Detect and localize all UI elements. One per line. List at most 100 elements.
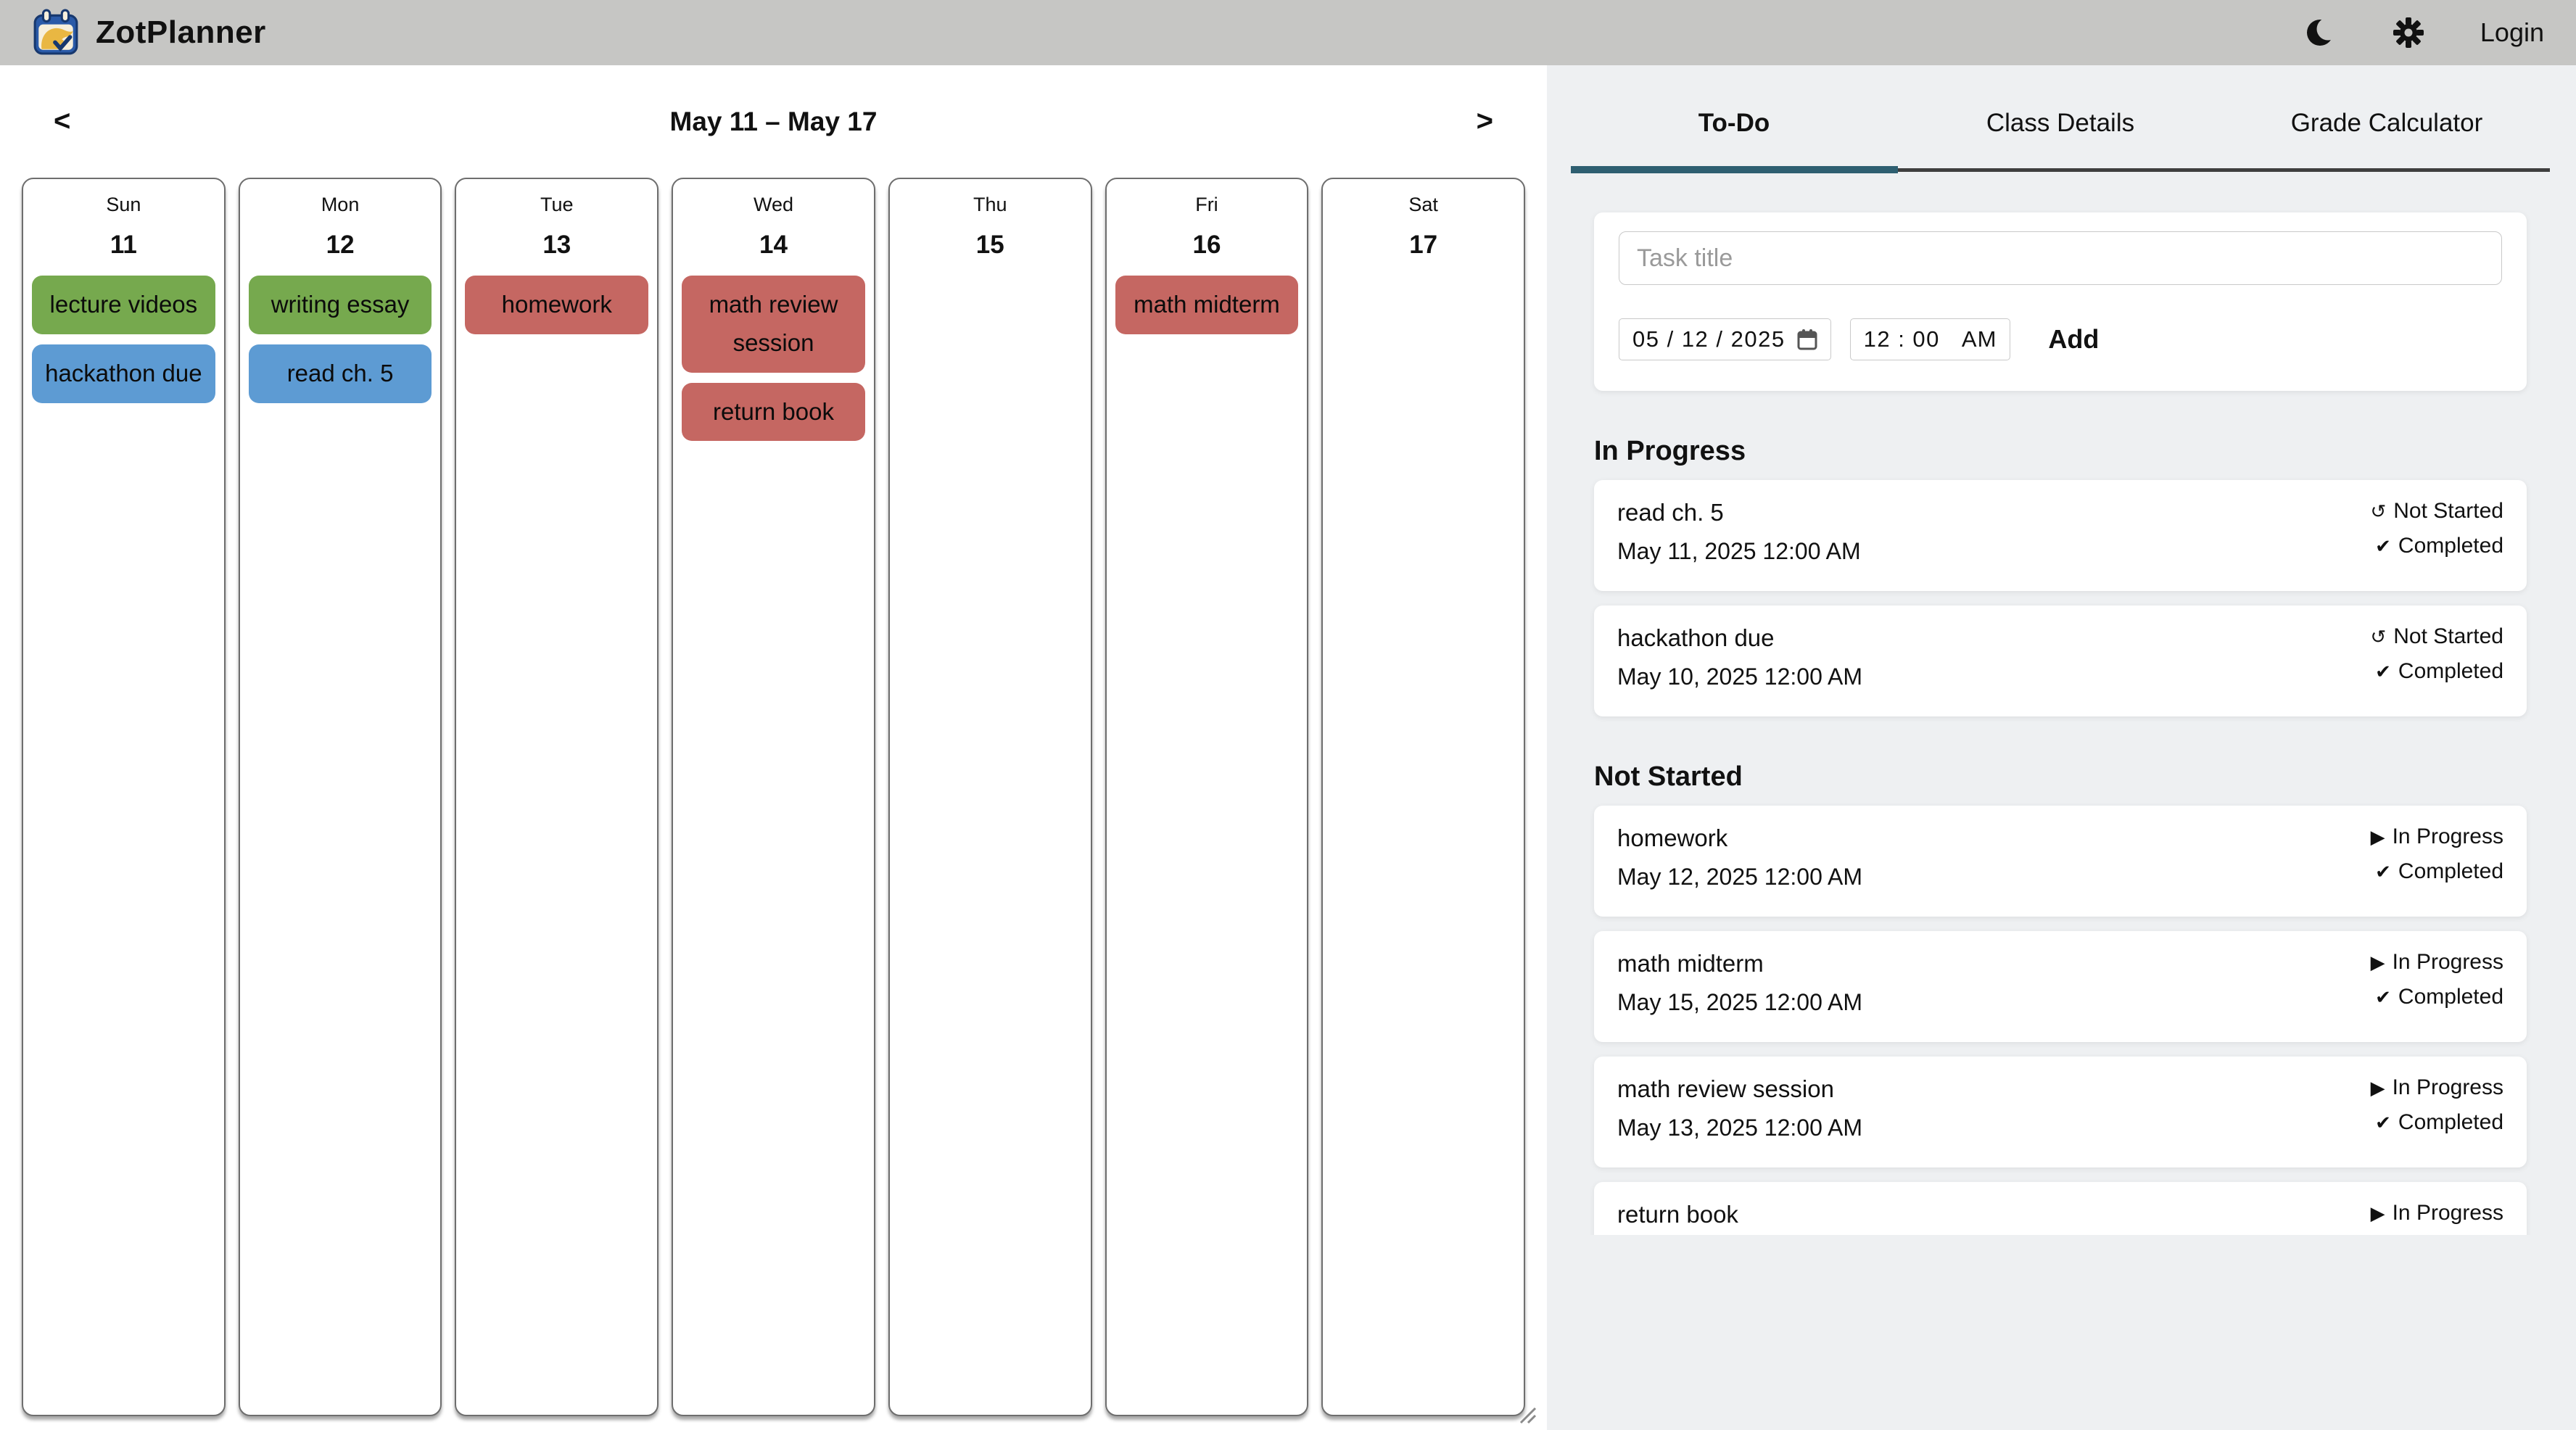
check-icon: ✔ [2375,985,2391,1008]
day-number: 11 [110,231,137,259]
day-name: Sun [106,194,141,215]
task-due-date: May 15, 2025 12:00 AM [1617,989,1862,1015]
task-card: return book ▶ In Progress [1594,1182,2527,1235]
day-name: Sat [1408,194,1438,215]
set-status-not-started-button[interactable]: ↺ Not Started [2370,499,2503,524]
set-status-completed-button[interactable]: ✔ Completed [2375,1110,2503,1135]
calendar-event[interactable]: homework [465,276,649,334]
status-label: In Progress [2392,824,2503,848]
settings-button[interactable] [2392,16,2425,49]
status-label: In Progress [2392,1075,2503,1099]
day-number: 12 [326,231,355,259]
time-value: 12 : 00 [1863,326,1940,352]
task-title: hackathon due [1617,624,1775,651]
set-status-in-progress-button[interactable]: ▶ In Progress [2371,1075,2503,1100]
todo-scroll-area[interactable]: 05 / 12 / 2025 12 : 00 AM Add [1571,172,2550,1235]
meridiem-value: AM [1961,326,1997,352]
task-due-date: May 10, 2025 12:00 AM [1617,664,1862,690]
day-name: Mon [321,194,360,215]
set-status-completed-button[interactable]: ✔ Completed [2375,659,2503,684]
day-number: 14 [759,231,788,259]
set-status-completed-button[interactable]: ✔ Completed [2375,859,2503,884]
task-card: homework May 12, 2025 12:00 AM ▶ In Progres… [1594,806,2527,917]
tab-grade-calculator[interactable]: Grade Calculator [2224,109,2550,138]
week-title: May 11 – May 17 [669,106,878,136]
status-label: In Progress [2392,950,2503,974]
check-icon: ✔ [2375,534,2391,557]
day-name: Thu [973,194,1007,215]
status-label: Completed [2398,534,2503,558]
calendar-event[interactable]: math review session [682,276,865,373]
calendar-event[interactable]: read ch. 5 [248,344,432,403]
set-status-completed-button[interactable]: ✔ Completed [2375,534,2503,558]
calendar-event[interactable]: lecture videos [32,276,215,334]
due-date-input[interactable]: 05 / 12 / 2025 [1619,318,1831,360]
check-icon: ✔ [2375,1111,2391,1133]
status-label: Not Started [2393,624,2503,648]
status-label: Completed [2398,859,2503,883]
calendar-event[interactable]: hackathon due [32,344,215,403]
resize-handle-icon[interactable] [1515,1402,1537,1424]
check-icon: ✔ [2375,860,2391,883]
task-due-date: May 13, 2025 12:00 AM [1617,1115,1862,1141]
task-due-date: May 11, 2025 12:00 AM [1617,538,1861,564]
calendar-event[interactable]: math midterm [1115,276,1299,334]
status-label: Completed [2398,1110,2503,1134]
task-card: math review session May 13, 2025 12:00 AM… [1594,1057,2527,1167]
day-column-tue: Tue 13 homework [455,178,659,1416]
task-title: homework [1617,824,1728,851]
play-icon: ▶ [2370,951,2385,973]
status-label: In Progress [2392,1201,2503,1225]
login-button[interactable]: Login [2480,17,2544,47]
day-column-fri: Fri 16 math midterm [1105,178,1309,1416]
day-number: 13 [542,231,571,259]
task-title: math midterm [1617,950,1764,977]
set-status-in-progress-button[interactable]: ▶ In Progress [2371,950,2503,975]
reset-icon: ↺ [2370,500,2387,522]
status-label: Completed [2398,659,2503,683]
day-number: 17 [1409,231,1438,259]
next-week-button[interactable]: > [1468,105,1502,138]
day-number: 16 [1192,231,1221,259]
calendar-event[interactable]: return book [682,382,865,442]
play-icon: ▶ [2370,825,2385,848]
app-title: ZotPlanner [96,15,266,50]
dark-mode-toggle[interactable] [2306,17,2337,48]
day-name: Wed [754,194,794,215]
active-tab-indicator [1571,166,1898,173]
set-status-in-progress-button[interactable]: ▶ In Progress [2371,824,2503,849]
section-heading: Not Started [1594,761,1743,792]
play-icon: ▶ [2370,1202,2385,1224]
calendar-icon [1797,329,1817,350]
prev-week-button[interactable]: < [45,105,79,138]
day-column-sun: Sun 11 lecture videos hackathon due [22,178,226,1416]
task-title: read ch. 5 [1617,499,1724,526]
task-due-date: May 12, 2025 12:00 AM [1617,864,1862,890]
tab-class-details[interactable]: Class Details [1897,109,2224,138]
set-status-completed-button[interactable]: ✔ Completed [2375,985,2503,1009]
zotplanner-logo-icon [33,9,78,55]
task-title-input[interactable] [1619,231,2502,285]
calendar-event[interactable]: writing essay [248,276,432,334]
task-title: math review session [1617,1075,1834,1102]
add-task-button[interactable]: Add [2048,324,2100,354]
date-value: 05 / 12 / 2025 [1632,326,1786,352]
gear-icon [2393,17,2424,48]
day-column-wed: Wed 14 math review session return book [672,178,875,1416]
app-header: ZotPlanner [0,0,2576,65]
task-card: hackathon due May 10, 2025 12:00 AM ↺ Not S… [1594,606,2527,716]
panel-tabs: To-Do Class Details Grade Calculator [1571,109,2550,173]
moon-icon [2306,17,2337,46]
day-column-thu: Thu 15 [888,178,1092,1416]
day-number: 15 [975,231,1004,259]
set-status-in-progress-button[interactable]: ▶ In Progress [2371,1201,2503,1226]
calendar-section: < May 11 – May 17 > Sun 11 lecture videos h… [0,65,1547,1430]
task-card: read ch. 5 May 11, 2025 12:00 AM ↺ Not Star… [1594,480,2527,591]
set-status-not-started-button[interactable]: ↺ Not Started [2370,624,2503,649]
reset-icon: ↺ [2370,625,2387,648]
add-task-form: 05 / 12 / 2025 12 : 00 AM Add [1594,212,2527,391]
due-time-input[interactable]: 12 : 00 AM [1849,318,2011,360]
tab-to-do[interactable]: To-Do [1571,109,1897,138]
day-name: Fri [1195,194,1218,215]
